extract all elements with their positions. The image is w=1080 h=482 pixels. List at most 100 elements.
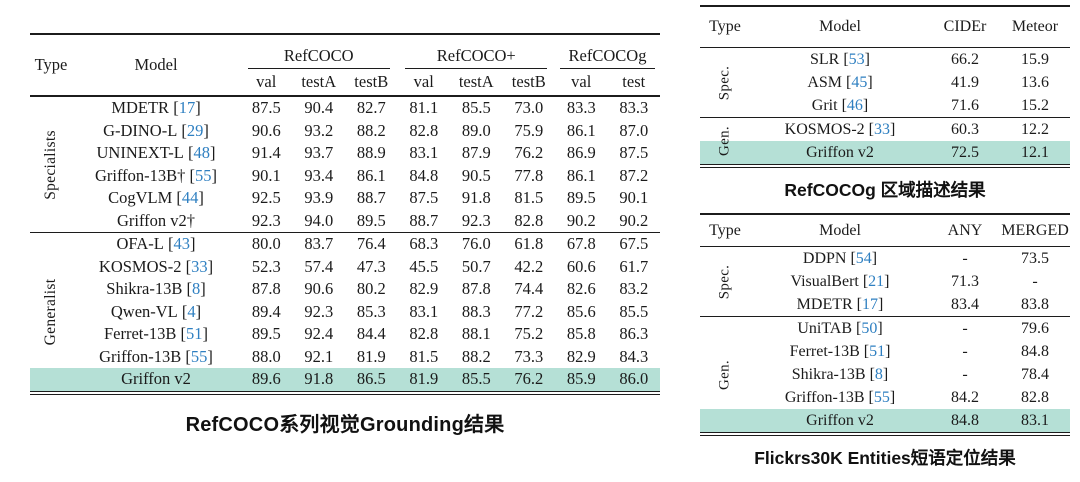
value-cell: 81.1 [409,98,439,118]
citation-ref[interactable]: 54 [855,249,872,267]
value-cell: 89.5 [356,210,386,230]
table-header: Type Model CIDEr Meteor [700,7,1070,48]
model-name: Grit [811,96,838,114]
value-cell: 75.9 [514,120,544,140]
citation-ref[interactable]: 48 [193,143,211,163]
value-cell: 52.3 [251,256,281,276]
bottom-double-rule [30,390,660,395]
citation-ref[interactable]: 8 [191,279,201,299]
group-header-label: RefCOCO+ [436,45,516,65]
citation-bracket: ] [203,120,209,140]
model-name: Griffon-13B† [94,165,186,185]
value-cell: 86.0 [619,369,649,389]
value-cell: 60.6 [566,256,596,276]
value-cell: 42.2 [514,256,544,276]
group-underline [405,67,548,69]
value-cell: 71.6 [951,96,979,114]
citation-ref[interactable]: 55 [195,165,212,185]
model-cell: UNINEXT-L [48] [30,143,240,163]
citation-ref[interactable]: 33 [191,256,208,276]
model-column-header: Model [134,55,178,74]
group-underline [247,67,390,69]
value-cell: 87.8 [251,279,281,299]
value-cell: 60.3 [951,120,979,138]
citation-ref[interactable]: 4 [187,301,196,321]
citation-ref[interactable]: 45 [851,73,868,91]
citation-ref[interactable]: 29 [186,120,204,140]
value-cell: 87.5 [619,143,649,163]
value-cell: 90.1 [251,165,281,185]
value-cell: 82.8 [409,120,439,140]
citation-ref[interactable]: 33 [874,120,890,138]
value-cell: 66.2 [951,50,979,68]
citation-bracket: [ [183,143,194,163]
citation-ref[interactable]: 8 [874,365,883,383]
model-cell: KOSMOS-2 [33] [30,257,240,277]
citation-ref[interactable]: 55 [190,346,208,366]
citation-ref[interactable]: 46 [846,96,863,114]
value-cell: 91.8 [304,369,334,389]
value-cell: 13.6 [1021,73,1049,91]
value-cell: 75.2 [514,324,544,344]
model-name: MDETR [111,98,170,118]
value-cell: 72.5 [951,143,979,161]
type-label: Gen. [716,126,733,156]
column-header: CIDEr [943,18,987,35]
value-cell: 83.1 [409,301,439,321]
column-header: MERGED [1001,221,1069,239]
type-label: Spec. [716,264,733,299]
model-name: Griffon v2 [806,411,874,429]
value-cell: 84.8 [1021,342,1049,360]
model-cell: VisualBert [21] [700,273,930,291]
value-cell: 87.5 [251,98,281,118]
citation-ref[interactable]: 55 [873,388,890,406]
citation-bracket: ] [871,249,878,267]
value-cell: 76.4 [356,234,386,254]
value-cell: 81.5 [514,188,544,208]
value-cell: 80.0 [251,234,281,254]
table-row: CogVLM [44] 92.5 93.9 88.7 87.5 91.8 81.5 89.5 9… [30,187,660,210]
value-cell: 86.1 [356,165,386,185]
type-label: Spec. [716,65,733,100]
model-name: MDETR [796,295,853,313]
value-cell: 85.9 [566,369,596,389]
citation-ref[interactable]: 43 [173,234,190,254]
citation-ref[interactable]: 17 [178,98,196,118]
value-cell: 91.8 [461,188,491,208]
value-cell: 81.5 [409,346,439,366]
citation-ref[interactable]: 53 [848,50,865,68]
citation-bracket: ] [890,120,896,138]
citation-ref[interactable]: 44 [181,188,199,208]
value-cell: 92.3 [251,210,281,230]
value-cell: 85.8 [566,324,596,344]
citation-bracket: [ [163,234,174,254]
value-cell: - [962,319,968,337]
table-row: UNINEXT-L [48] 91.4 93.7 88.9 83.1 87.9 76.2 86… [30,142,660,165]
table-row: Griffon-13B† [55] 90.1 93.4 86.1 84.8 90.5 77.… [30,165,660,188]
value-cell: 85.5 [461,369,491,389]
model-column-header: Model [819,18,861,35]
value-cell: 82.8 [409,324,439,344]
citation-ref[interactable]: 21 [868,272,885,290]
table-row: ASM [45] 41.9 13.6 [700,71,1070,94]
value-cell: 85.3 [356,301,386,321]
model-cell: Griffon v2† [30,211,240,231]
value-cell: 68.3 [409,234,439,254]
citation-bracket: [ [858,272,869,290]
table-row: Ferret-13B [51] - 84.8 [700,340,1070,363]
model-cell: Griffon-13B [55] [30,347,240,367]
citation-ref[interactable]: 51 [869,342,886,360]
bottom-double-rule [700,432,1070,436]
model-group: Specialists MDETR [17] 87.5 90.4 82.7 81.1 85.… [30,97,660,232]
citation-ref[interactable]: 50 [861,319,878,337]
citation-ref[interactable]: 17 [862,295,878,313]
citation-bracket: ] [867,73,873,91]
value-cell: 83.1 [409,143,439,163]
value-cell: 83.3 [566,98,596,118]
table-row: OFA-L [43] 80.0 83.7 76.4 68.3 76.0 61.8 67.8 67… [30,233,660,256]
citation-bracket: ] [207,346,213,366]
citation-ref[interactable]: 51 [186,324,203,344]
model-name: UniTAB [797,319,853,337]
table-row: MDETR [17] 83.4 83.8 [700,293,1070,316]
value-cell: 76.0 [461,234,491,254]
